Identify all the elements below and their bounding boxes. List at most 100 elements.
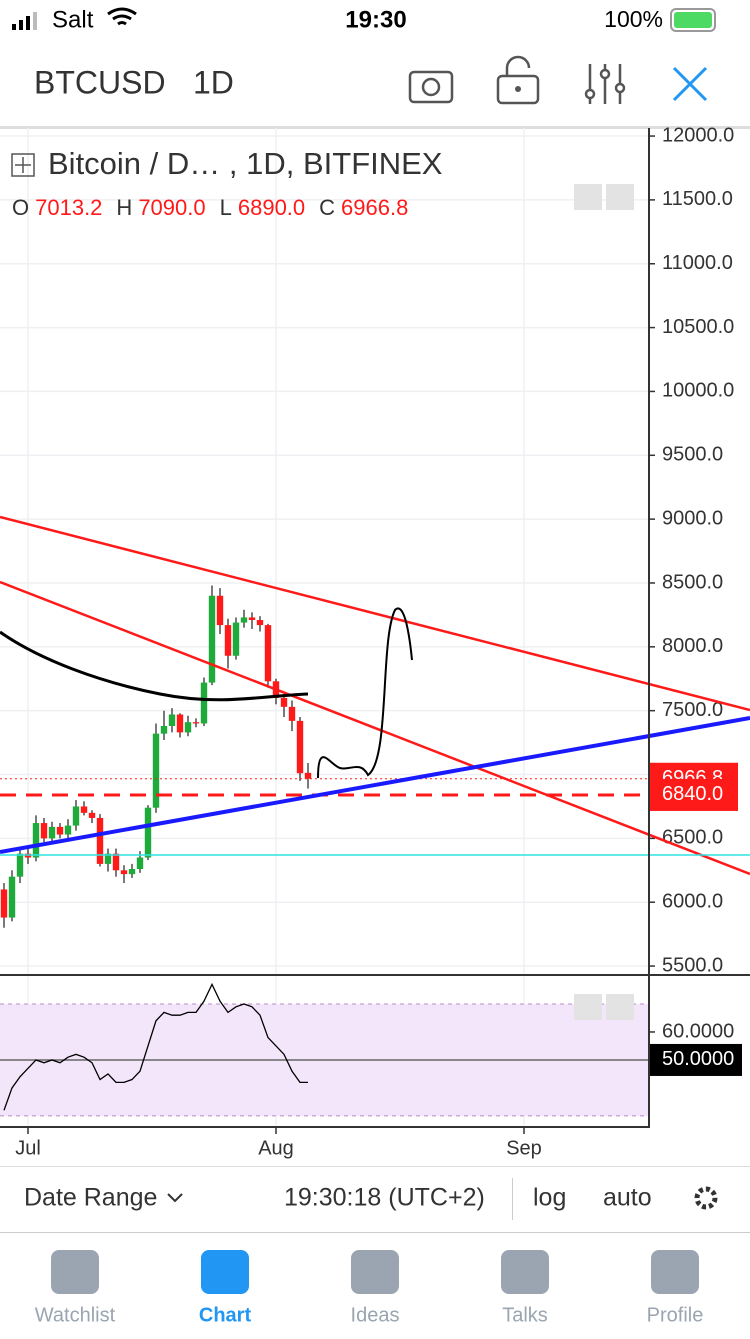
- candle-body: [176, 714, 184, 733]
- tab-label[interactable]: Talks: [502, 1304, 548, 1326]
- tab-label[interactable]: Ideas: [351, 1304, 400, 1326]
- symbol[interactable]: BTCUSD: [34, 64, 166, 100]
- candle-body: [248, 617, 256, 621]
- y-tick-label: 10000.0: [662, 380, 734, 402]
- candle-body: [224, 625, 232, 656]
- y-tick-label: 11000.0: [662, 252, 733, 274]
- footer-bar: Date Range 19:30:18 (UTC+2) log auto: [0, 1166, 750, 1233]
- y-tick-label: 7500.0: [662, 699, 723, 721]
- y-tick-label: 11500.0: [662, 188, 733, 210]
- ohlc-value: 7013.2: [35, 195, 102, 220]
- y-tick-label: 6500.0: [662, 827, 723, 849]
- y-tick-label: 9000.0: [662, 507, 723, 529]
- ohlc-label: O: [12, 195, 29, 220]
- candle-body: [240, 617, 248, 623]
- tab-icon: [51, 1250, 99, 1294]
- y-tick-label: 12000.0: [662, 124, 734, 146]
- candle-body: [96, 817, 104, 864]
- camera-button[interactable]: [408, 70, 454, 104]
- price-pane: 5500.06000.06500.07000.07500.08000.08500…: [0, 124, 738, 1159]
- settings-button[interactable]: [584, 64, 626, 104]
- tab-bar: Watchlist Chart Ideas Talks Profile: [35, 1250, 704, 1326]
- x-tick-label: Sep: [506, 1137, 542, 1159]
- candle-body: [8, 876, 16, 918]
- interval[interactable]: 1D: [193, 64, 234, 100]
- candle-body: [168, 714, 176, 726]
- ohlc-label: L: [220, 195, 232, 220]
- candle-body: [80, 806, 88, 813]
- candle-body: [104, 853, 112, 864]
- candle-body: [0, 889, 8, 918]
- candle-body: [184, 722, 192, 733]
- ohlc-value: 6966.8: [341, 195, 408, 220]
- tab-icon: [651, 1250, 699, 1294]
- candle-body: [128, 869, 136, 875]
- ohlc-value: 6890.0: [238, 195, 305, 220]
- level-tag: [650, 1043, 742, 1076]
- candle-body: [136, 857, 144, 870]
- close-button[interactable]: [672, 66, 708, 102]
- candle-body: [296, 720, 304, 774]
- y-tick-label: 8500.0: [662, 571, 723, 593]
- candle-body: [304, 772, 312, 779]
- price-tag: [650, 778, 738, 811]
- candle-body: [120, 870, 128, 875]
- candle-body: [40, 823, 48, 839]
- drawings: [0, 515, 750, 876]
- y-tick-label: 60.0000: [662, 1020, 734, 1042]
- candle-body: [280, 697, 288, 707]
- date-range[interactable]: Date Range: [24, 1184, 157, 1212]
- candle-body: [256, 620, 264, 626]
- rsi-pane: 60.0000 50.0000: [0, 982, 742, 1117]
- legend: Bitcoin / D… , 1D, BITFINEX O 7013.2 H 7090…: [11, 146, 634, 1020]
- ohlc-label: C: [319, 195, 335, 220]
- candle-body: [232, 622, 240, 656]
- toolbar: BTCUSD 1D: [34, 55, 708, 105]
- candle-body: [144, 807, 152, 858]
- lock-button[interactable]: [496, 55, 540, 105]
- candle-body: [112, 853, 120, 871]
- tab-icon: [351, 1250, 399, 1294]
- ohlc-value: 7090.0: [138, 195, 205, 220]
- tab-label[interactable]: Watchlist: [35, 1304, 116, 1326]
- log-toggle[interactable]: log: [533, 1184, 566, 1212]
- candle-body: [72, 806, 80, 826]
- y-tick-label: 50.0000: [662, 1048, 734, 1070]
- candle-body: [88, 812, 96, 818]
- x-tick-label: Jul: [15, 1137, 41, 1159]
- rsi-line: [3, 982, 308, 1111]
- candle-body: [192, 722, 200, 724]
- candle-body: [16, 853, 24, 877]
- candle-body: [264, 625, 272, 682]
- tab-label[interactable]: Profile: [647, 1304, 704, 1326]
- carrier: Salt: [52, 6, 94, 33]
- tab-icon: [201, 1250, 249, 1294]
- legend-title: Bitcoin / D… , 1D, BITFINEX: [48, 146, 443, 181]
- ohlc-label: H: [116, 195, 132, 220]
- candle-body: [48, 826, 56, 839]
- candle-body: [288, 706, 296, 721]
- price-tag-label: 6840.0: [662, 783, 723, 805]
- y-tick-label: 9500.0: [662, 444, 723, 466]
- candle-body: [56, 826, 64, 835]
- battery-level: 100%: [604, 6, 663, 32]
- x-tick-label: Aug: [258, 1137, 294, 1159]
- clock-display: 19:30:18 (UTC+2): [284, 1184, 485, 1212]
- y-tick-label: 8000.0: [662, 635, 723, 657]
- candle-body: [208, 595, 216, 683]
- auto-toggle[interactable]: auto: [603, 1184, 652, 1212]
- candle-body: [216, 595, 224, 626]
- settings-gear[interactable]: [694, 1186, 718, 1210]
- candle-body: [32, 823, 40, 858]
- candle-body: [64, 825, 72, 835]
- y-tick-label: 5500.0: [662, 954, 723, 976]
- tab-label[interactable]: Chart: [199, 1304, 252, 1326]
- tab-icon: [501, 1250, 549, 1294]
- clock: 19:30: [345, 6, 406, 33]
- y-tick-label: 10500.0: [662, 316, 734, 338]
- y-tick-label: 6000.0: [662, 890, 723, 912]
- status-bar: Salt 19:30 100%: [12, 6, 716, 33]
- candle-body: [152, 733, 160, 808]
